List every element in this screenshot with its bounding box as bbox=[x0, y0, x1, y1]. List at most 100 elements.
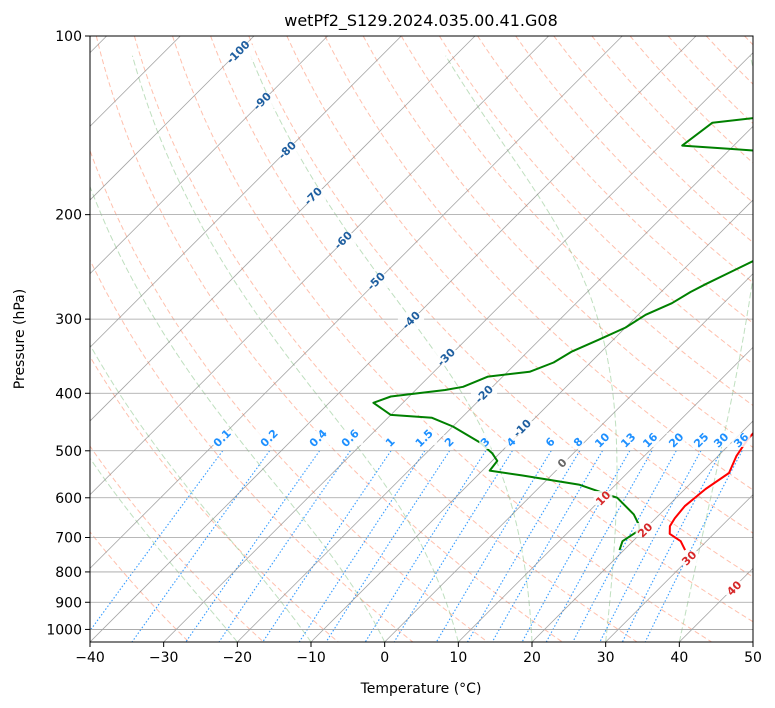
x-tick-label: −40 bbox=[75, 650, 105, 666]
mixing-ratio-label-bg bbox=[443, 435, 455, 449]
y-axis-title: Pressure (hPa) bbox=[12, 289, 28, 389]
dry-adiabat-label-bg bbox=[397, 313, 425, 327]
x-tick-label: 0 bbox=[380, 650, 389, 666]
mixing-ratio-line bbox=[521, 450, 631, 642]
mixing-ratio-line bbox=[644, 450, 743, 642]
mixing-ratio-label-bg bbox=[640, 433, 660, 447]
mixing-ratio-label-bg bbox=[410, 431, 438, 445]
mixing-ratio-label-bg bbox=[618, 433, 638, 447]
x-tick-label: 40 bbox=[670, 650, 688, 666]
dry-adiabat-line bbox=[400, 36, 753, 407]
dry-adiabat-line bbox=[172, 36, 712, 642]
mixing-ratio-label-bg bbox=[691, 433, 711, 447]
x-tick-label: 50 bbox=[744, 650, 762, 666]
moist-adiabat-line bbox=[678, 55, 753, 642]
isotherm-line bbox=[90, 36, 402, 348]
isotherm-line bbox=[163, 52, 753, 642]
dry-adiabat-label-bg bbox=[508, 421, 536, 435]
plot-frame bbox=[89, 35, 754, 643]
x-tick-label: −10 bbox=[296, 650, 326, 666]
isotherm-line bbox=[90, 36, 549, 496]
isotherm-line bbox=[90, 36, 476, 422]
label-layer: -100-90-80-70-60-50-40-30-20-10010203040… bbox=[208, 38, 752, 598]
axes-layer: −40 −30 −20 −10 0 10 20 30 40 50 100 200 300 400 500 60… bbox=[46, 29, 762, 666]
mixing-ratio-label-bg bbox=[505, 435, 517, 449]
mixing-ratio-label-bg bbox=[592, 433, 612, 447]
isotherm-line bbox=[605, 494, 753, 642]
mixing-ratio-label-bg bbox=[572, 435, 584, 449]
isotherm-line bbox=[531, 420, 753, 642]
y-tick-label: 900 bbox=[55, 595, 82, 611]
y-tick-label: 500 bbox=[55, 444, 82, 460]
mixing-ratio-line bbox=[621, 450, 722, 642]
grid-layer bbox=[90, 36, 753, 642]
dry-adiabat-line bbox=[90, 445, 264, 642]
mixing-ratio-line bbox=[90, 450, 224, 632]
dry-adiabat-line bbox=[286, 36, 753, 534]
mixing-ratio-line bbox=[218, 450, 351, 642]
y-tick-label: 100 bbox=[55, 29, 82, 45]
mixing-ratio-line bbox=[393, 450, 513, 642]
dry-adiabat-line bbox=[515, 36, 753, 284]
mixing-ratio-line bbox=[262, 450, 392, 642]
moist-adiabat-line bbox=[445, 55, 618, 642]
x-tick-label: 10 bbox=[449, 650, 467, 666]
x-tick-label: 30 bbox=[597, 650, 615, 666]
dry-adiabat-line bbox=[210, 36, 753, 623]
mixing-ratio-label-bg bbox=[384, 435, 396, 449]
isotherm-line bbox=[310, 199, 753, 642]
mixing-ratio-line bbox=[364, 450, 487, 642]
dewpoint-profile-line bbox=[372, 117, 753, 551]
dry-adiabat-line bbox=[553, 36, 753, 244]
y-tick-label: 600 bbox=[55, 491, 82, 507]
dry-adiabat-line bbox=[133, 36, 638, 642]
chart-title: wetPf2_S129.2024.035.00.41.G08 bbox=[284, 11, 558, 31]
y-tick-label: 300 bbox=[55, 312, 82, 328]
y-tick-label: 800 bbox=[55, 565, 82, 581]
dry-adiabat-label-bg bbox=[679, 551, 699, 565]
isotherm-line bbox=[90, 36, 255, 201]
dry-adiabat-line bbox=[324, 36, 753, 491]
dry-adiabat-label-bg bbox=[248, 94, 276, 108]
y-tick-label: 700 bbox=[55, 531, 82, 547]
plot-area: -100-90-80-70-60-50-40-30-20-10010203040… bbox=[90, 36, 753, 642]
y-tick-label: 1000 bbox=[46, 622, 82, 638]
dry-adiabat-label-bg bbox=[221, 45, 255, 59]
x-axis-title: Temperature (°C) bbox=[360, 681, 482, 697]
moist-adiabat-line bbox=[90, 457, 238, 642]
moist-adiabat-line bbox=[90, 185, 386, 642]
mixing-ratio-label-bg bbox=[336, 431, 364, 445]
x-tick-label: −30 bbox=[149, 650, 179, 666]
dry-adiabat-label-bg bbox=[329, 233, 357, 247]
dry-adiabat-line bbox=[438, 36, 753, 365]
mixing-ratio-line bbox=[435, 450, 552, 642]
x-tick-label: 20 bbox=[523, 650, 541, 666]
isotherm-line bbox=[237, 125, 753, 642]
mixing-ratio-label-bg bbox=[666, 433, 686, 447]
y-tick-label: 200 bbox=[55, 208, 82, 224]
isotherm-line bbox=[458, 346, 753, 642]
mixing-ratio-label-bg bbox=[544, 435, 556, 449]
dry-adiabat-label-bg bbox=[299, 189, 327, 203]
mixing-ratio-line bbox=[185, 450, 321, 642]
dry-adiabat-line bbox=[95, 36, 563, 642]
dry-adiabat-label-bg bbox=[593, 491, 613, 505]
mixing-ratio-label-bg bbox=[304, 431, 332, 445]
mixing-ratio-line bbox=[325, 450, 451, 642]
mixing-ratio-label-bg bbox=[479, 435, 491, 449]
isotherm-line bbox=[90, 36, 697, 642]
mixing-ratio-line bbox=[572, 450, 677, 642]
y-tick-label: 400 bbox=[55, 386, 82, 402]
series-layer bbox=[372, 117, 753, 551]
isotherm-line bbox=[384, 273, 753, 642]
dry-adiabat-label-bg bbox=[556, 456, 568, 470]
mixing-ratio-label-bg bbox=[208, 431, 236, 445]
mixing-ratio-label-bg bbox=[255, 431, 283, 445]
dry-adiabat-label-bg bbox=[432, 350, 460, 364]
dry-adiabat-label-bg bbox=[724, 581, 744, 595]
mixing-ratio-line bbox=[599, 450, 702, 642]
isotherm-line bbox=[90, 36, 328, 275]
dry-adiabat-label-bg bbox=[470, 387, 498, 401]
